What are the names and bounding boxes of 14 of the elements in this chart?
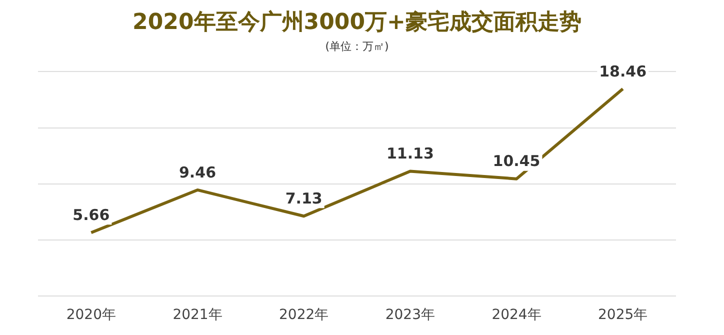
x-tick-label: 2022年 xyxy=(279,307,329,324)
data-label: 10.45 xyxy=(492,152,540,170)
data-label: 5.66 xyxy=(72,206,110,224)
data-label: 9.46 xyxy=(178,163,216,182)
data-label: 11.13 xyxy=(386,144,434,163)
data-label: 7.13 xyxy=(285,190,322,208)
x-tick-label: 2023年 xyxy=(385,307,435,324)
x-tick-label: 2020年 xyxy=(66,307,116,324)
chart-title: 2020年至今广州3000万+豪宅成交面积走势 xyxy=(132,8,582,35)
x-tick-label: 2024年 xyxy=(492,307,542,324)
x-tick-label: 2021年 xyxy=(172,307,222,324)
chart-subtitle: (单位：万㎡) xyxy=(325,40,389,53)
x-tick-label: 2025年 xyxy=(598,307,648,324)
data-label: 18.46 xyxy=(599,62,647,80)
